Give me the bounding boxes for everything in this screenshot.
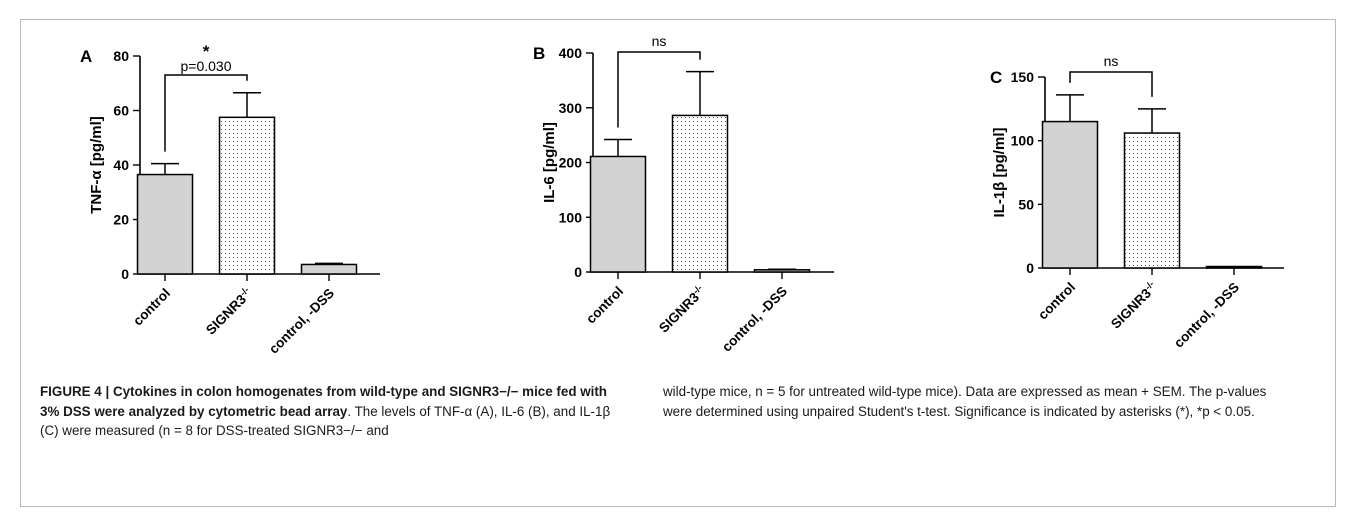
x-tick-label: control bbox=[1035, 280, 1078, 323]
significance-bracket bbox=[617, 51, 701, 128]
significance-label: ns bbox=[1104, 53, 1119, 69]
chart-panel-c: C 0 50 100 150 IL-1β [pg/ml] control SIGNR3-/- c… bbox=[990, 53, 1284, 351]
y-tick-label: 300 bbox=[559, 100, 583, 116]
significance-star: * bbox=[203, 42, 210, 61]
y-tick-label: 0 bbox=[574, 264, 582, 280]
x-tick-label: control bbox=[583, 284, 626, 327]
y-tick-label: 50 bbox=[1018, 196, 1034, 212]
significance-bracket bbox=[1069, 71, 1153, 97]
y-tick-label: 60 bbox=[113, 103, 129, 119]
bar-0 bbox=[1041, 120, 1099, 269]
panel-letter: B bbox=[533, 44, 545, 63]
x-tick-label: SIGNR3-/- bbox=[655, 283, 708, 336]
y-tick-label: 100 bbox=[559, 209, 583, 225]
y-tick-label: 400 bbox=[559, 45, 583, 61]
bar-1 bbox=[218, 116, 276, 275]
chart-panel-a: A 0 20 40 60 80 TNF-α [pg/ml] control SIGNR3-/- c… bbox=[80, 42, 380, 357]
y-axis-label: TNF-α [pg/ml] bbox=[88, 116, 105, 214]
y-tick-label: 200 bbox=[559, 155, 583, 171]
figure-frame bbox=[20, 19, 1336, 507]
caption-bold: FIGURE 4 | Cytokines in colon homogenate… bbox=[40, 384, 607, 419]
x-tick-label: SIGNR3-/- bbox=[202, 285, 255, 338]
bar-2 bbox=[300, 263, 358, 275]
x-tick-label: control, -DSS bbox=[1171, 280, 1242, 351]
p-value-label: p=0.030 bbox=[181, 58, 232, 74]
y-tick-label: 20 bbox=[113, 212, 129, 228]
y-tick-label: 80 bbox=[113, 48, 129, 64]
y-tick-label: 0 bbox=[121, 266, 129, 282]
x-tick-label: control, -DSS bbox=[719, 284, 790, 355]
x-tick-label: control bbox=[130, 286, 173, 329]
bar-0 bbox=[589, 155, 647, 273]
panel-letter: C bbox=[990, 68, 1002, 87]
x-tick-label: SIGNR3-/- bbox=[1107, 279, 1160, 332]
significance-label: ns bbox=[652, 33, 667, 49]
bar-2 bbox=[753, 269, 811, 273]
caption-left-rest: . The levels of TNF-α (A), IL-6 (B), and… bbox=[40, 403, 611, 439]
bar-1 bbox=[1123, 132, 1181, 269]
caption-left: FIGURE 4 | Cytokines in colon homogenate… bbox=[40, 382, 620, 441]
caption-right: wild-type mice, n = 5 for untreated wild… bbox=[663, 384, 1267, 419]
bar-0 bbox=[136, 173, 194, 275]
x-tick-label: control, -DSS bbox=[266, 286, 337, 357]
y-tick-label: 0 bbox=[1026, 260, 1034, 276]
y-axis-label: IL-6 [pg/ml] bbox=[541, 122, 558, 203]
significance-bracket bbox=[164, 74, 248, 152]
y-tick-label: 40 bbox=[113, 157, 129, 173]
y-tick-label: 100 bbox=[1011, 133, 1035, 149]
y-tick-label: 150 bbox=[1011, 69, 1035, 85]
chart-panel-b: B 0 100 200 300 400 IL-6 [pg/ml] control SIGNR3-… bbox=[533, 33, 834, 355]
bar-1 bbox=[671, 114, 729, 273]
panel-letter: A bbox=[80, 47, 92, 66]
y-axis-label: IL-1β [pg/ml] bbox=[991, 128, 1008, 218]
